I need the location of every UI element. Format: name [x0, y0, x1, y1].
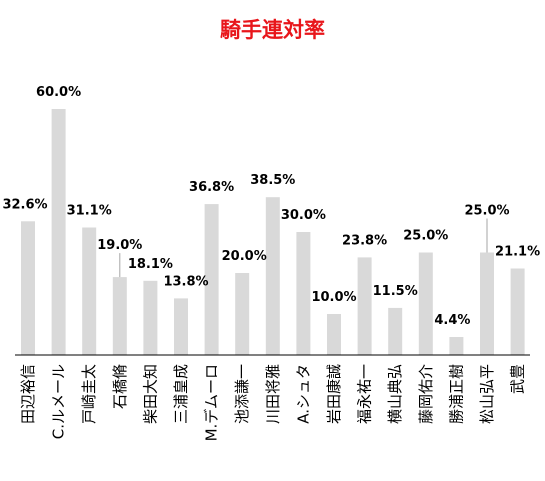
data-label: 32.6%: [2, 197, 47, 212]
data-label: 31.1%: [67, 204, 112, 219]
bar-武豊: [510, 268, 525, 355]
data-label: 25.0%: [403, 229, 448, 244]
data-label: 18.1%: [128, 257, 173, 272]
bar-石橋脩: [112, 277, 127, 355]
bars-layer: [21, 109, 525, 355]
category-label: 川田将雅: [264, 364, 282, 424]
category-label: 福永祐一: [356, 364, 374, 424]
bar-三浦皇成: [174, 298, 188, 355]
data-label: 13.8%: [163, 274, 208, 289]
bar-戸崎圭太: [82, 227, 97, 355]
data-label: 21.1%: [495, 245, 540, 260]
bar-横山典弘: [388, 307, 403, 355]
data-label: 30.0%: [281, 208, 326, 223]
category-label: 藤岡佑介: [417, 364, 435, 424]
bar-勝浦正樹: [449, 337, 464, 355]
category-label: A.シュタ: [294, 364, 312, 424]
bar-川田将雅: [265, 197, 280, 355]
category-label: 松山弘平: [478, 364, 496, 424]
category-label: 石橋脩: [111, 364, 129, 409]
data-label: 38.5%: [250, 173, 295, 188]
bar-岩田康誠: [327, 314, 341, 355]
data-label: 36.8%: [189, 180, 234, 195]
category-label: 池添謙一: [233, 364, 251, 424]
category-label: 武豊: [509, 364, 527, 394]
category-label: 横山典弘: [386, 364, 404, 424]
data-label: 19.0%: [97, 238, 142, 253]
data-label: 11.5%: [373, 284, 418, 299]
chart-title: 騎手連対率: [220, 18, 325, 42]
category-labels-layer: 田辺裕信 C.ルメール 戸崎圭太 石橋脩 柴田大知 三浦皇成 M.デムーロ 池添謙一 川田将雅 A…: [19, 364, 527, 441]
bar-柴田大知: [143, 280, 158, 355]
bar-A.シュタ: [296, 232, 311, 355]
label-connectors: [119, 218, 488, 278]
data-label: 10.0%: [311, 290, 356, 305]
data-label: 60.0%: [36, 85, 81, 100]
category-label: 戸崎圭太: [80, 364, 98, 424]
category-label: C.ルメール: [50, 364, 68, 439]
data-label: 25.0%: [464, 204, 509, 219]
bar-藤岡佑介: [418, 252, 433, 355]
category-label: 三浦皇成: [172, 364, 190, 424]
bar-福永祐一: [357, 257, 372, 355]
category-label: 柴田大知: [141, 364, 159, 424]
category-label: 勝浦正樹: [447, 364, 465, 424]
data-labels-layer: 32.6% 60.0% 31.1% 19.0% 18.1% 13.8% 36.8% 20.0%…: [2, 85, 540, 328]
bar-C.ルメール: [51, 109, 66, 355]
bar-池添謙一: [235, 273, 250, 355]
data-label: 4.4%: [434, 313, 470, 328]
category-label: M.デムーロ: [203, 364, 221, 441]
category-label: 岩田康誠: [325, 364, 343, 424]
data-label: 20.0%: [222, 249, 267, 264]
data-label: 23.8%: [342, 233, 387, 248]
bar-松山弘平: [480, 252, 494, 355]
bar-田辺裕信: [21, 221, 35, 355]
category-label: 田辺裕信: [19, 364, 37, 424]
bar-M.デムーロ: [204, 204, 219, 355]
